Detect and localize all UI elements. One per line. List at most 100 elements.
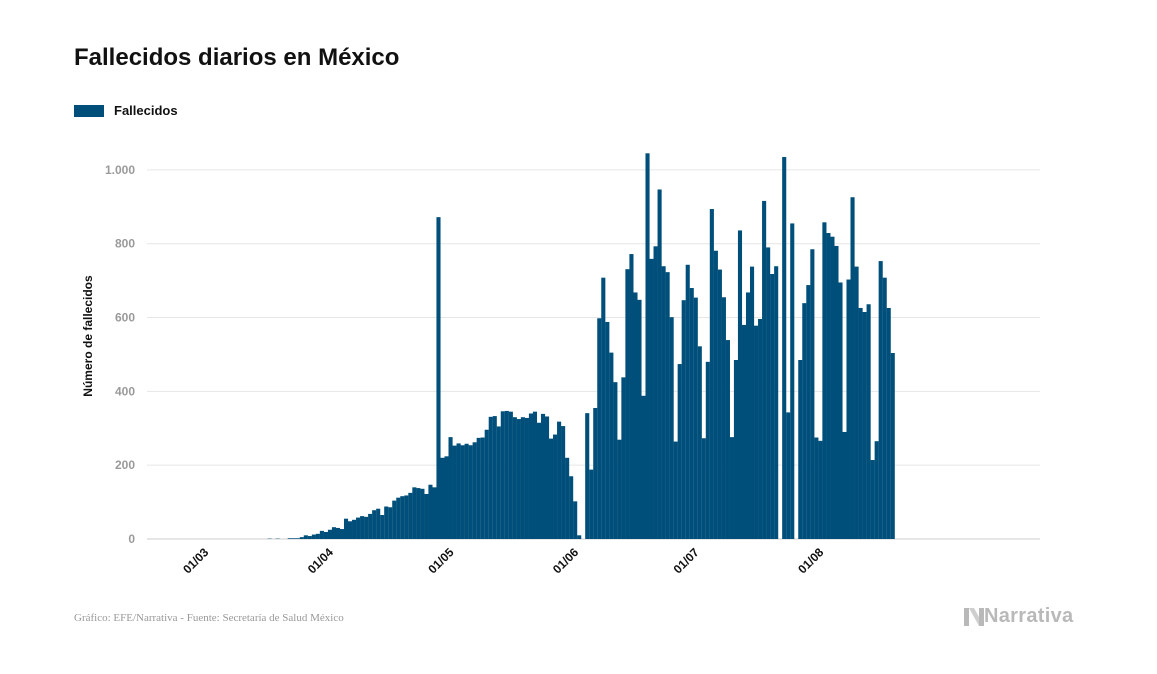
bar xyxy=(637,299,642,539)
bar xyxy=(693,297,698,539)
bar xyxy=(480,437,485,539)
source-note: Gráfico: EFE/Narrativa - Fuente: Secreta… xyxy=(74,612,344,624)
bar xyxy=(762,200,767,539)
bar xyxy=(456,443,461,539)
bar xyxy=(609,352,614,539)
bar xyxy=(428,484,433,539)
bar xyxy=(649,258,654,539)
bar xyxy=(842,431,847,539)
bar xyxy=(565,457,570,539)
x-tick-label: 01/07 xyxy=(671,545,702,576)
x-tick-label: 01/03 xyxy=(180,545,211,576)
bar xyxy=(392,500,397,539)
bar xyxy=(408,492,413,539)
bar xyxy=(295,538,300,539)
bar xyxy=(629,254,634,539)
bar xyxy=(512,417,517,539)
y-tick-label: 1.000 xyxy=(105,163,135,177)
bar xyxy=(536,422,542,539)
bar xyxy=(786,412,791,539)
bar xyxy=(653,246,658,539)
bar xyxy=(356,517,361,539)
bar xyxy=(826,233,831,539)
bar xyxy=(597,318,602,539)
bar xyxy=(544,416,550,539)
y-tick-label: 200 xyxy=(115,458,135,472)
bar xyxy=(420,488,425,539)
bar xyxy=(561,426,566,539)
bar xyxy=(331,527,337,539)
bar xyxy=(601,277,606,539)
bar xyxy=(484,429,489,539)
bar xyxy=(685,264,690,539)
bar xyxy=(878,261,883,539)
brand-name: Narrativa xyxy=(984,605,1074,627)
bar xyxy=(645,153,650,540)
bar xyxy=(818,440,823,539)
bar xyxy=(830,236,835,539)
bar xyxy=(790,223,795,539)
bar xyxy=(287,538,292,539)
bar xyxy=(766,247,771,540)
bar xyxy=(850,197,855,539)
bar xyxy=(315,533,320,539)
y-tick-label: 0 xyxy=(128,532,135,546)
bar xyxy=(496,426,501,539)
bar xyxy=(585,413,590,539)
bar xyxy=(669,317,674,539)
bar xyxy=(352,519,357,539)
bar xyxy=(713,250,718,540)
bar xyxy=(874,441,879,539)
y-tick-label: 600 xyxy=(115,311,135,325)
bar xyxy=(770,273,775,539)
bar xyxy=(846,279,851,539)
legend: Fallecidos xyxy=(74,103,178,118)
bar xyxy=(721,297,726,539)
bar xyxy=(569,476,574,539)
bar xyxy=(754,325,759,539)
bar xyxy=(460,445,465,539)
bar xyxy=(689,288,694,539)
bar xyxy=(553,434,558,539)
bar xyxy=(520,417,525,539)
bar xyxy=(500,411,505,539)
bar xyxy=(412,487,417,539)
bar xyxy=(673,441,678,539)
bar xyxy=(741,324,747,539)
bar xyxy=(307,536,312,539)
y-tick-label: 400 xyxy=(115,384,135,398)
bar xyxy=(725,340,730,539)
bar xyxy=(890,352,895,539)
bar xyxy=(468,445,473,539)
bar xyxy=(335,527,341,539)
bar xyxy=(343,518,349,539)
bar xyxy=(798,359,803,539)
bar xyxy=(697,346,702,539)
bar xyxy=(291,538,296,539)
bar xyxy=(802,303,807,539)
bar xyxy=(573,501,578,539)
bar xyxy=(613,382,618,539)
bar xyxy=(866,304,871,539)
bar xyxy=(758,319,763,539)
bar xyxy=(524,417,529,539)
bar xyxy=(733,359,739,539)
bar xyxy=(729,437,734,539)
x-tick-label: 01/06 xyxy=(550,545,581,576)
bar xyxy=(488,416,493,539)
bar xyxy=(339,529,345,539)
bar xyxy=(400,496,405,539)
y-axis-title: Número de fallecidos xyxy=(81,275,95,397)
bar xyxy=(319,530,324,539)
bar xyxy=(782,156,787,540)
bar xyxy=(348,521,353,539)
bar xyxy=(557,421,562,539)
narrativa-logo-icon xyxy=(964,607,984,626)
bar xyxy=(448,437,453,539)
bar xyxy=(436,217,441,539)
bar xyxy=(589,469,594,539)
x-tick-label: 01/08 xyxy=(795,545,826,576)
bar xyxy=(745,292,751,539)
bar xyxy=(532,411,538,539)
x-tick-label: 01/05 xyxy=(425,545,456,576)
